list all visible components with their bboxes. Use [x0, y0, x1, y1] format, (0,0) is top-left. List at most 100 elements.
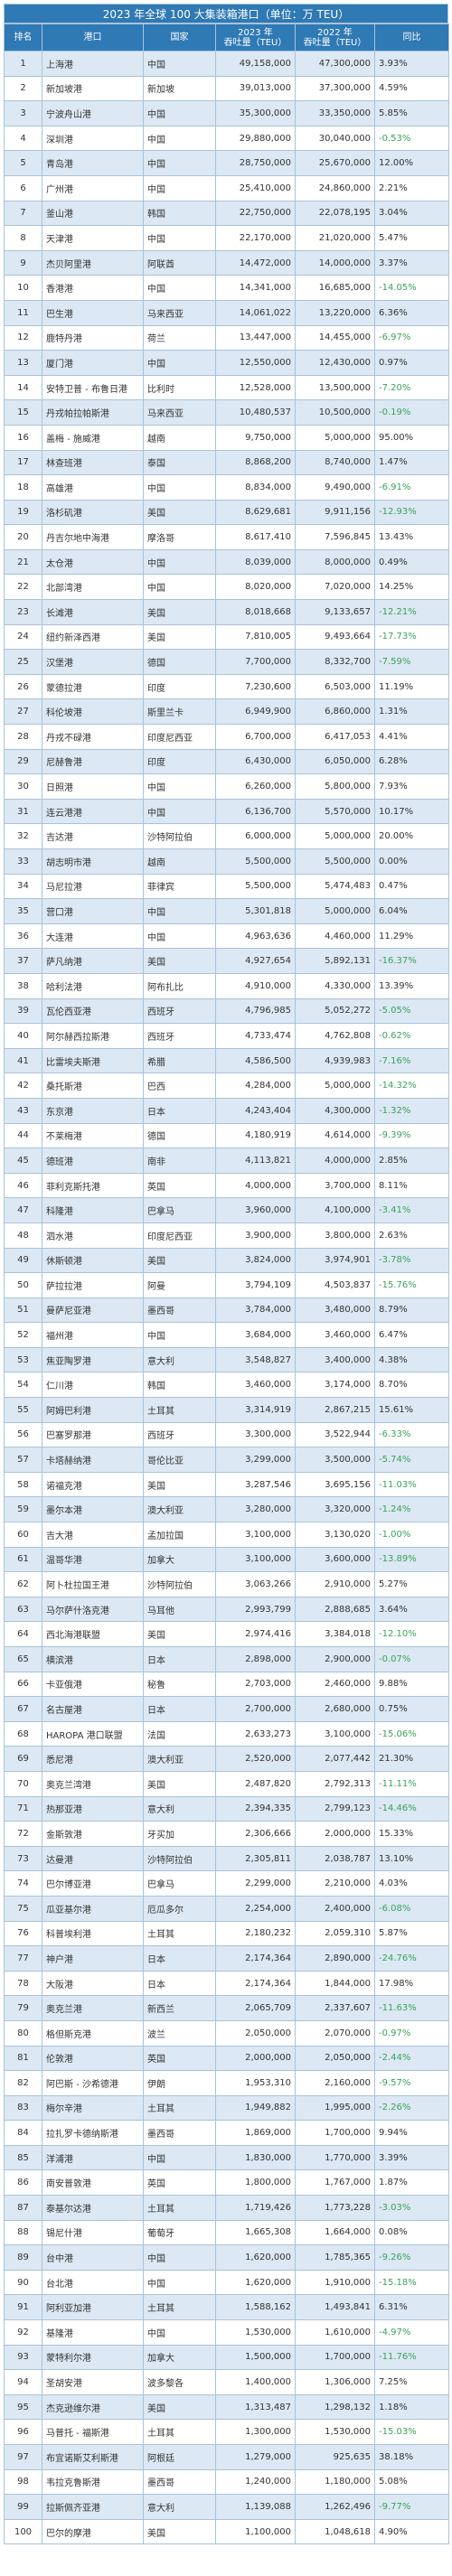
teu-2022-cell: 3,460,000	[295, 1322, 375, 1348]
table-row: 74 巴尔博亚港 巴拿马 2,299,000 2,210,000 4.03%	[4, 1870, 449, 1897]
table-row: 51 曼萨尼亚港 墨西哥 3,784,000 3,480,000 8.79%	[4, 1297, 449, 1324]
header-2023: 2023 年 吞吐量（TEU）	[215, 23, 296, 52]
growth-cell: -15.18%	[374, 2269, 449, 2296]
table-row: 44 不莱梅港 德国 4,180,919 4,614,000 -9.39%	[4, 1122, 449, 1149]
teu-2023-cell: 3,900,000	[215, 1222, 296, 1249]
teu-2022-cell: 6,417,053	[295, 724, 375, 750]
table-row: 9 杰贝阿里港 阿联酋 14,472,000 14,000,000 3.37%	[4, 249, 449, 276]
country-cell: 新西兰	[143, 1995, 216, 2021]
rank-cell: 91	[4, 2294, 42, 2321]
port-cell: 科普埃利港	[42, 1920, 144, 1947]
rank-cell: 1	[4, 51, 42, 77]
table-row: 36 大连港 中国 4,963,636 4,460,000 11.29%	[4, 923, 449, 950]
country-cell: 土耳其	[143, 2094, 216, 2122]
table-row: 19 洛杉矶港 美国 8,629,681 9,911,156 -12.93%	[4, 499, 449, 526]
teu-2023-cell: 6,136,700	[215, 798, 296, 825]
port-cell: 杰克逊维尔港	[42, 2393, 144, 2421]
rank-cell: 64	[4, 1621, 42, 1647]
port-cell: 胡志明市港	[42, 848, 144, 875]
teu-2023-cell: 3,299,000	[215, 1447, 296, 1473]
table-row: 85 洋浦港 中国 1,830,000 1,770,000 3.39%	[4, 2144, 449, 2171]
growth-cell: 1.31%	[374, 698, 449, 726]
teu-2023-cell: 1,665,308	[215, 2219, 296, 2246]
growth-cell: -9.39%	[374, 1122, 449, 1149]
table-row: 96 马普托 - 福斯港 土耳其 1,300,000 1,530,000 -15.03%	[4, 2419, 449, 2445]
table-row: 57 卡塔赫纳港 哥伦比亚 3,299,000 3,500,000 -5.74%	[4, 1447, 449, 1473]
growth-cell: -3.78%	[374, 1247, 449, 1274]
country-cell: 西班牙	[143, 998, 216, 1025]
country-cell: 意大利	[143, 2494, 216, 2520]
table-body: 1 上海港 中国 49,158,000 47,300,000 3.93% 2 新加坡港 新加坡 3…	[4, 51, 449, 2545]
table-row: 93 蒙特利尔港 加拿大 1,500,000 1,700,000 -11.76%	[4, 2344, 449, 2371]
rank-cell: 79	[4, 1995, 42, 2021]
growth-cell: -1.32%	[374, 1097, 449, 1124]
teu-2023-cell: 8,020,000	[215, 574, 296, 601]
teu-2023-cell: 8,018,668	[215, 599, 296, 625]
growth-cell: 2.85%	[374, 1147, 449, 1174]
country-cell: 越南	[143, 424, 216, 451]
teu-2022-cell: 6,050,000	[295, 748, 375, 775]
table-row: 26 蒙德拉港 印度 7,230,600 6,503,000 11.19%	[4, 673, 449, 700]
teu-2023-cell: 3,684,000	[215, 1322, 296, 1348]
rank-cell: 42	[4, 1073, 42, 1099]
teu-2022-cell: 3,522,944	[295, 1421, 375, 1448]
country-cell: 英国	[143, 1172, 216, 1199]
table-row: 100 巴尔的摩港 美国 1,100,000 1,048,618 4.90%	[4, 2518, 449, 2545]
teu-2022-cell: 3,130,020	[295, 1522, 375, 1548]
table-row: 77 神户港 日本 2,174,364 2,890,000 -24.76%	[4, 1945, 449, 1972]
port-cell: 墨尔本港	[42, 1496, 144, 1523]
port-cell: HAROPA 港口联盟	[42, 1720, 144, 1747]
teu-2022-cell: 2,900,000	[295, 1646, 375, 1672]
port-cell: 桑托斯港	[42, 1073, 144, 1099]
teu-2023-cell: 1,830,000	[215, 2144, 296, 2171]
growth-cell: 9.94%	[374, 2120, 449, 2146]
port-cell: 釜山港	[42, 200, 144, 227]
port-cell: 布宜诺斯艾利斯港	[42, 2444, 144, 2470]
growth-cell: 10.17%	[374, 798, 449, 825]
rank-cell: 89	[4, 2244, 42, 2271]
port-cell: 神户港	[42, 1945, 144, 1972]
teu-2023-cell: 3,100,000	[215, 1546, 296, 1573]
teu-2022-cell: 2,867,215	[295, 1397, 375, 1423]
teu-2022-cell: 5,000,000	[295, 898, 375, 924]
growth-cell: 11.29%	[374, 923, 449, 950]
port-cell: 吉大港	[42, 1522, 144, 1548]
rank-cell: 54	[4, 1372, 42, 1399]
table-row: 70 奥克兰湾港 美国 2,487,820 2,792,313 -11.11%	[4, 1770, 449, 1797]
table-row: 88 锡尼什港 葡萄牙 1,665,308 1,664,000 0.08%	[4, 2219, 449, 2246]
rank-cell: 75	[4, 1895, 42, 1922]
growth-cell: 5.08%	[374, 2468, 449, 2496]
country-cell: 澳大利亚	[143, 1746, 216, 1772]
growth-cell: -14.32%	[374, 1073, 449, 1099]
country-cell: 巴拿马	[143, 1870, 216, 1897]
table-row: 61 温哥华港 加拿大 3,100,000 3,600,000 -13.89%	[4, 1546, 449, 1573]
teu-2023-cell: 49,158,000	[215, 51, 296, 77]
rank-cell: 53	[4, 1346, 42, 1373]
port-cell: 休斯顿港	[42, 1247, 144, 1274]
table-row: 52 福州港 中国 3,684,000 3,460,000 6.47%	[4, 1322, 449, 1348]
growth-cell: -12.93%	[374, 499, 449, 526]
rank-cell: 73	[4, 1845, 42, 1872]
teu-2022-cell: 14,000,000	[295, 249, 375, 276]
country-cell: 马来西亚	[143, 299, 216, 326]
teu-2023-cell: 1,100,000	[215, 2518, 296, 2545]
table-row: 97 布宜诺斯艾利斯港 阿根廷 1,279,000 925,635 38.18%	[4, 2444, 449, 2470]
teu-2022-cell: 47,300,000	[295, 51, 375, 77]
port-cell: 汉堡港	[42, 649, 144, 675]
table-row: 78 大阪港 日本 2,174,364 1,844,000 17.98%	[4, 1970, 449, 1997]
growth-cell: -11.76%	[374, 2344, 449, 2371]
teu-2022-cell: 4,503,837	[295, 1272, 375, 1298]
port-cell: 梅尔辛港	[42, 2094, 144, 2122]
port-cell: 马普托 - 福斯港	[42, 2419, 144, 2445]
country-cell: 越南	[143, 848, 216, 875]
table-row: 73 达曼港 沙特阿拉伯 2,305,811 2,038,787 13.10%	[4, 1845, 449, 1872]
port-cell: 热那亚港	[42, 1795, 144, 1822]
rank-cell: 26	[4, 673, 42, 700]
teu-2022-cell: 9,133,657	[295, 599, 375, 625]
port-cell: 温哥华港	[42, 1546, 144, 1573]
table-row: 92 基隆港 中国 1,530,000 1,610,000 -4.97%	[4, 2319, 449, 2346]
teu-2023-cell: 3,063,266	[215, 1571, 296, 1597]
growth-cell: 0.97%	[374, 350, 449, 376]
header-2022: 2022 年 吞吐量（TEU）	[295, 23, 375, 52]
country-cell: 中国	[143, 2269, 216, 2296]
